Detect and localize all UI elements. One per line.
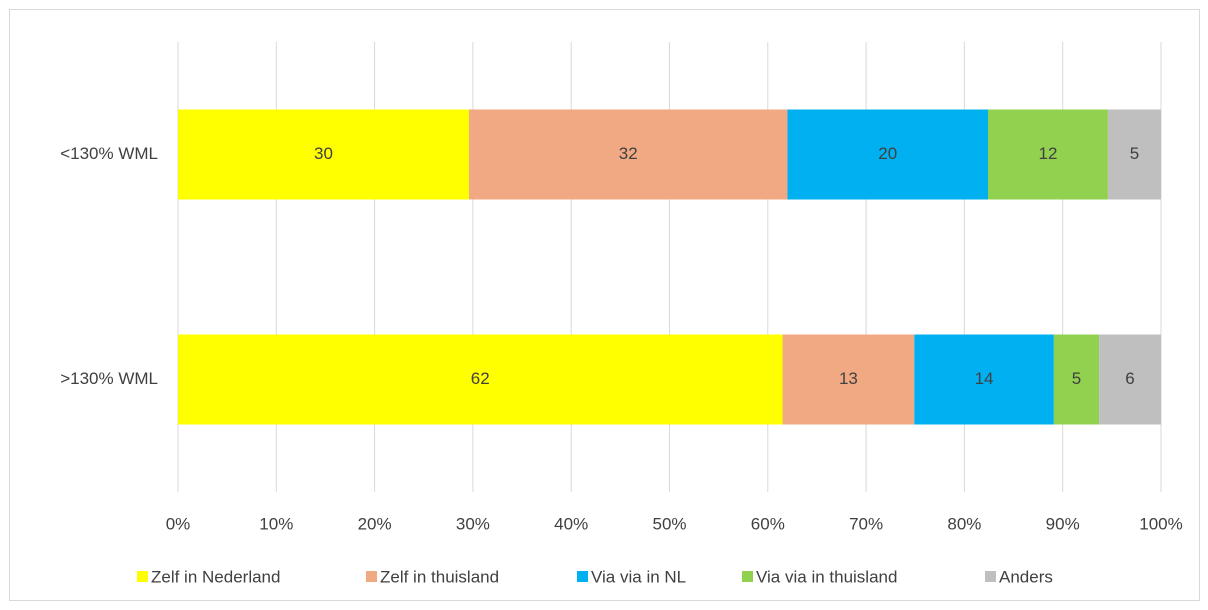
data-label: 12	[1038, 144, 1057, 163]
data-label: 20	[878, 144, 897, 163]
bar-segment	[1107, 109, 1161, 200]
data-label: 6	[1125, 369, 1134, 388]
chart-border	[9, 9, 1200, 601]
bar-segment	[178, 334, 783, 425]
x-tick-label: 60%	[751, 514, 785, 533]
bar-segment	[987, 109, 1108, 200]
legend-label: Via via in thuisland	[756, 567, 897, 586]
data-label: 62	[471, 369, 490, 388]
legend-label: Zelf in Nederland	[151, 567, 280, 586]
legend-label: Zelf in thuisland	[380, 567, 499, 586]
x-tick-label: 90%	[1046, 514, 1080, 533]
data-label: 5	[1072, 369, 1081, 388]
data-label: 30	[314, 144, 333, 163]
x-tick-label: 100%	[1139, 514, 1182, 533]
y-tick-label: >130% WML	[60, 369, 158, 388]
y-tick-label: <130% WML	[60, 144, 158, 163]
bar-segment	[178, 109, 469, 200]
legend-label: Via via in NL	[591, 567, 686, 586]
x-tick-label: 50%	[652, 514, 686, 533]
legend-label: Anders	[999, 567, 1053, 586]
x-tick-label: 70%	[849, 514, 883, 533]
bar-segment	[1099, 334, 1161, 425]
data-label: 14	[975, 369, 994, 388]
x-tick-label: 10%	[259, 514, 293, 533]
x-tick-label: 30%	[456, 514, 490, 533]
bar-segment	[787, 109, 988, 200]
x-tick-label: 20%	[358, 514, 392, 533]
legend-swatch	[137, 571, 148, 582]
legend-swatch	[985, 571, 996, 582]
legend-swatch	[742, 571, 753, 582]
data-label: 5	[1130, 144, 1139, 163]
bar-segment	[782, 334, 915, 425]
x-tick-label: 40%	[554, 514, 588, 533]
bar-segment	[1053, 334, 1100, 425]
x-tick-label: 80%	[947, 514, 981, 533]
data-label: 32	[619, 144, 638, 163]
bar-segment	[468, 109, 788, 200]
legend-swatch	[577, 571, 588, 582]
bar-segment	[914, 334, 1054, 425]
legend-swatch	[366, 571, 377, 582]
x-tick-label: 0%	[166, 514, 191, 533]
data-label: 13	[839, 369, 858, 388]
